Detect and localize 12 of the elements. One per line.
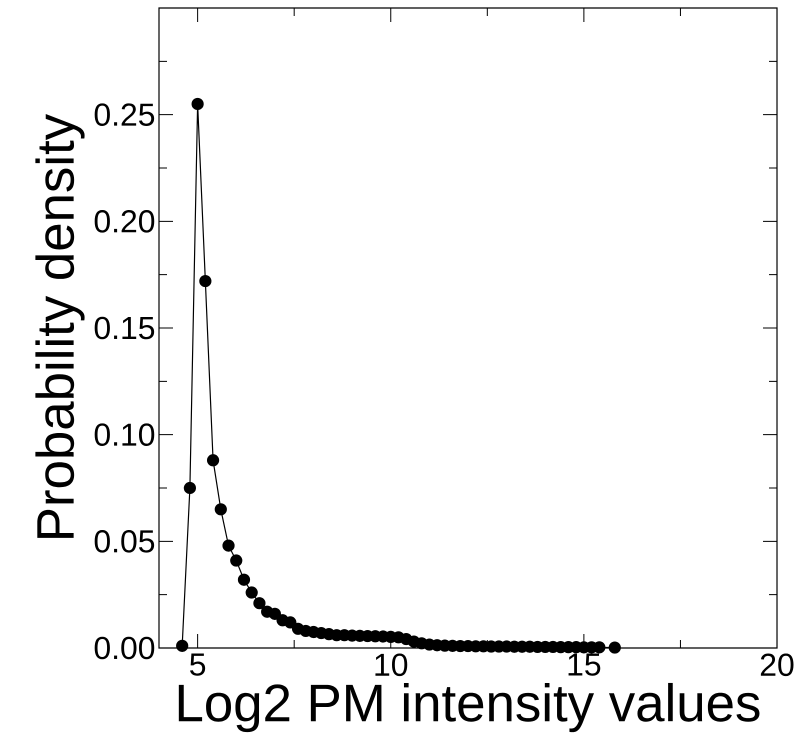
y-tick-label: 0.25 xyxy=(94,103,154,126)
x-tick-label: 5 xyxy=(190,654,206,676)
x-axis-title: Log2 PM intensity values xyxy=(178,682,760,732)
y-axis-title: Probability density xyxy=(35,114,85,538)
x-tick-label: 15 xyxy=(568,654,600,676)
x-tick-label: 10 xyxy=(375,654,408,676)
y-tick-label: 0.00 xyxy=(94,636,154,660)
y-tick-label: 0.15 xyxy=(94,316,154,340)
y-tick-label: 0.10 xyxy=(94,423,154,446)
y-tick-label: 0.20 xyxy=(94,210,154,233)
x-tick-label: 20 xyxy=(760,654,794,676)
y-tick-label: 0.05 xyxy=(94,530,154,553)
